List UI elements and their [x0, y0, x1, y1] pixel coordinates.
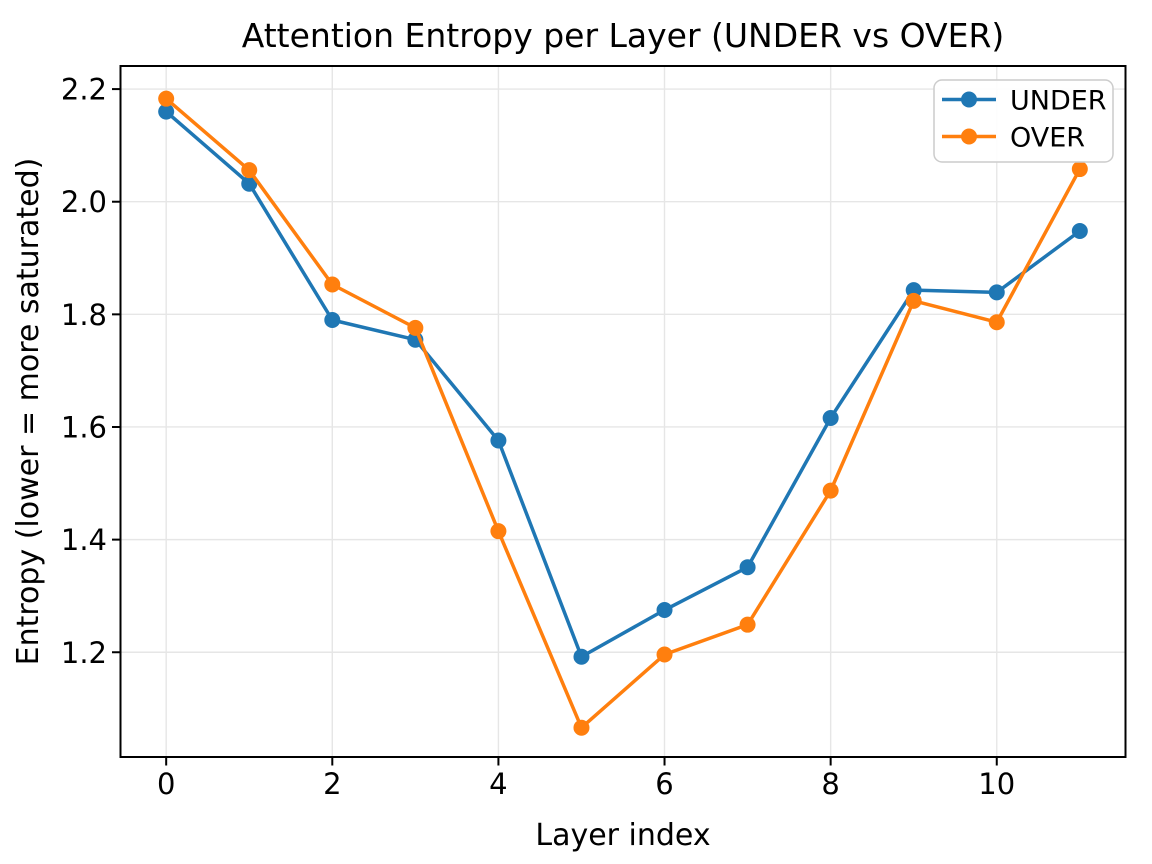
over-marker	[988, 314, 1005, 331]
y-tick-label: 1.8	[61, 298, 107, 332]
y-tick-label: 1.6	[61, 410, 107, 444]
over-marker	[905, 292, 922, 309]
y-axis-label: Entropy (lower = more saturated)	[11, 158, 46, 666]
under-marker	[490, 432, 507, 449]
over-marker	[573, 719, 590, 736]
axis-ticks: 0 2 4 6 8 10 1.2 1.4 1.6 1.8 2.0 2.2	[61, 73, 1015, 801]
under-marker	[739, 559, 756, 576]
x-tick-label: 2	[323, 767, 341, 801]
x-tick-label: 4	[489, 767, 507, 801]
x-tick-label: 10	[978, 767, 1015, 801]
over-line	[164, 96, 1082, 730]
under-marker	[988, 284, 1005, 301]
under-marker	[822, 409, 839, 426]
legend-label-under: UNDER	[1010, 86, 1107, 117]
under-marker	[158, 103, 175, 120]
y-tick-label: 1.2	[61, 636, 107, 670]
over-marker	[241, 162, 258, 179]
over-marker	[407, 319, 424, 336]
legend: UNDER OVER	[933, 79, 1114, 163]
y-tick-label: 2.0	[61, 185, 107, 219]
over-marker	[656, 646, 673, 663]
series-layer	[158, 90, 1088, 736]
x-axis-label: Layer index	[535, 818, 710, 853]
grid-lines	[120, 66, 1126, 757]
under-line	[164, 109, 1082, 659]
over-marker	[324, 276, 341, 293]
over-marker	[1071, 161, 1088, 178]
under-marker	[573, 648, 590, 665]
legend-label-over: OVER	[1010, 123, 1085, 154]
under-marker	[324, 311, 341, 328]
over-marker	[822, 482, 839, 499]
x-tick-label: 6	[655, 767, 673, 801]
under-marker	[241, 175, 258, 192]
plot-frame	[119, 65, 1127, 758]
y-tick-label: 1.4	[61, 523, 107, 557]
chart-title: Attention Entropy per Layer (UNDER vs OV…	[242, 16, 1005, 55]
under-marker	[1071, 223, 1088, 240]
over-marker	[490, 523, 507, 540]
legend-sample-marker	[961, 128, 977, 145]
over-marker	[158, 90, 175, 107]
y-tick-label: 2.2	[61, 73, 107, 107]
legend-sample-marker	[961, 91, 977, 108]
under-marker	[656, 602, 673, 619]
x-tick-label: 0	[157, 767, 175, 801]
over-marker	[739, 616, 756, 633]
x-tick-label: 8	[821, 767, 839, 801]
